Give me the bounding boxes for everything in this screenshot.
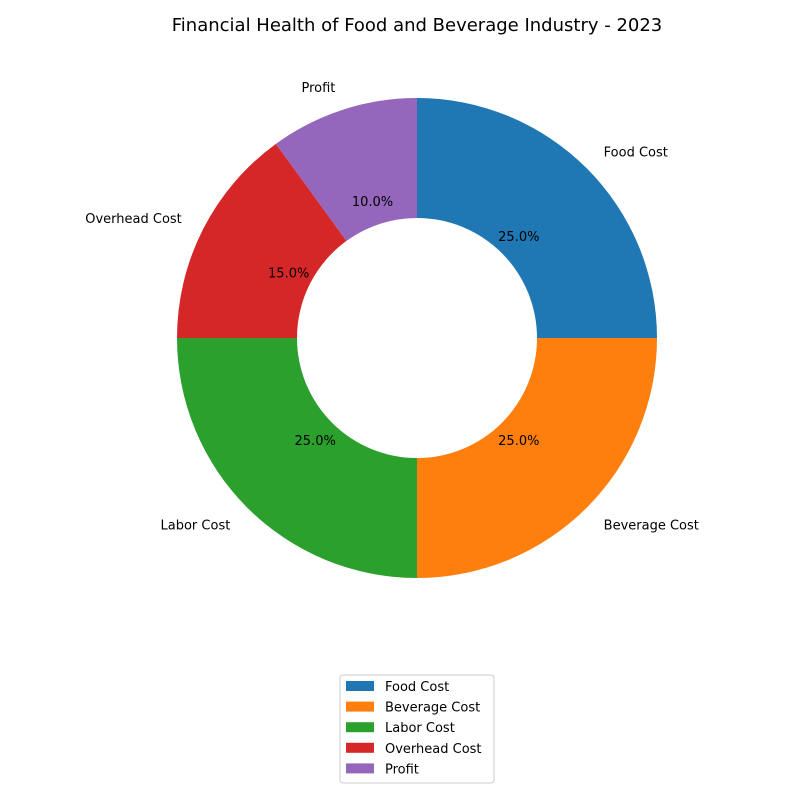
percent-label: 25.0% xyxy=(295,434,336,449)
legend-label: Beverage Cost xyxy=(385,701,480,716)
slice-labels: Food Cost 25.0% Beverage Cost 25.0% Labor Co… xyxy=(85,81,699,534)
legend-swatch xyxy=(346,742,374,753)
legend-swatch xyxy=(346,701,374,712)
legend-frame xyxy=(339,674,495,784)
percent-label: 25.0% xyxy=(498,434,539,449)
category-label: Beverage Cost xyxy=(604,519,699,534)
percent-label: 15.0% xyxy=(268,267,309,282)
legend-swatch xyxy=(346,763,374,774)
slice-food-cost xyxy=(417,98,657,338)
legend-label: Overhead Cost xyxy=(385,742,482,757)
slice-beverage-cost xyxy=(417,338,657,578)
legend-label: Labor Cost xyxy=(385,721,455,736)
percent-label: 10.0% xyxy=(352,195,393,210)
category-label: Labor Cost xyxy=(161,519,231,534)
category-label: Food Cost xyxy=(604,145,668,160)
category-label: Overhead Cost xyxy=(85,212,182,227)
chart-title: Financial Health of Food and Beverage In… xyxy=(172,15,663,36)
slice-overhead-cost xyxy=(177,143,347,338)
legend-label: Food Cost xyxy=(385,680,449,695)
legend-swatch xyxy=(346,722,374,733)
legend: Food Cost Beverage Cost Labor Cost Overhead… xyxy=(339,674,495,784)
slice-labor-cost xyxy=(177,338,417,578)
percent-label: 25.0% xyxy=(498,230,539,245)
slice-profit xyxy=(275,98,417,241)
category-label: Profit xyxy=(301,81,335,96)
legend-swatch xyxy=(346,681,374,691)
donut-slices xyxy=(177,98,657,578)
legend-label: Profit xyxy=(385,762,419,777)
